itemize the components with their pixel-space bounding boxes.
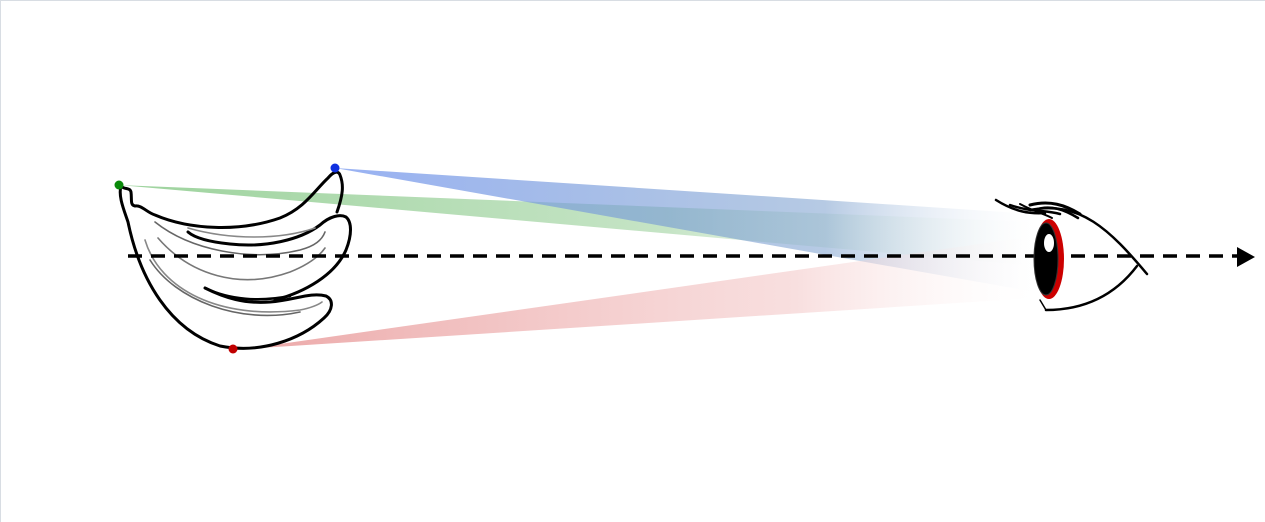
pupil	[1033, 222, 1059, 296]
eye-highlight	[1044, 234, 1054, 252]
green-point	[114, 180, 124, 190]
red-light-beam	[245, 236, 1035, 349]
arrow-head-icon	[1237, 247, 1255, 267]
blue-light-beam	[335, 168, 1035, 292]
eye-icon	[994, 198, 1149, 312]
banana-bunch-icon	[118, 170, 352, 350]
blue-point	[330, 163, 340, 173]
red-point	[228, 344, 238, 354]
